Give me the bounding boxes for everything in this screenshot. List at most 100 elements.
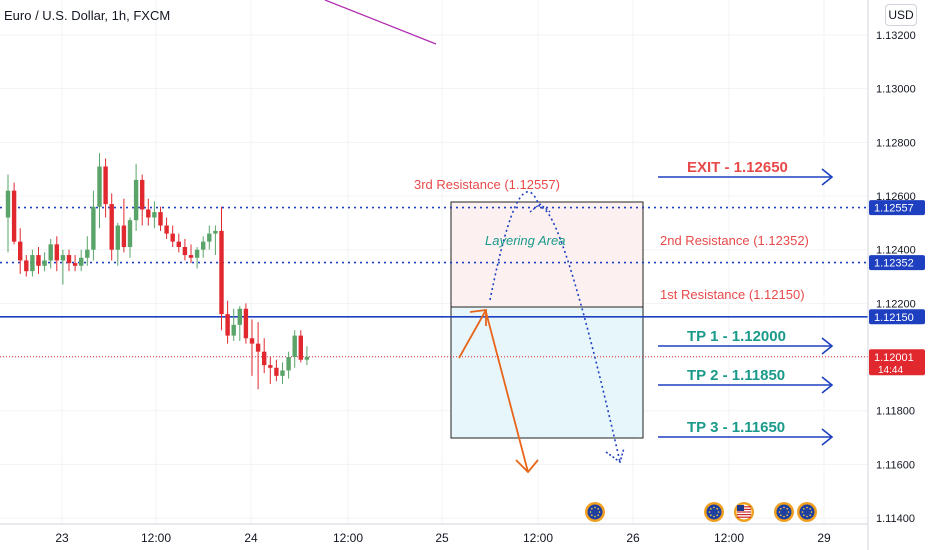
eu-flag-icon[interactable] — [704, 502, 724, 522]
candle-body — [103, 166, 108, 205]
candle-body — [304, 356, 310, 360]
candle-body — [249, 338, 255, 344]
candle-body — [127, 220, 133, 248]
eu-flag-icon[interactable] — [774, 502, 794, 522]
candlestick-series — [5, 153, 310, 390]
candle-body — [72, 263, 78, 266]
orange-up-arrowhead — [469, 308, 487, 326]
candle-body — [42, 260, 47, 266]
price-tick-label: 1.13000 — [876, 84, 916, 96]
candle-body — [115, 225, 120, 250]
currency-button[interactable]: USD — [885, 4, 917, 26]
candle-body — [292, 335, 297, 358]
candle-body — [152, 212, 157, 218]
time-tick-label: 25 — [435, 531, 449, 545]
candle-body — [213, 230, 218, 234]
candle-body — [36, 255, 41, 266]
layering-area-box — [450, 201, 644, 308]
take-profit-box — [450, 306, 644, 439]
price-tag-label: 1.12001 — [874, 352, 914, 364]
candle-body — [243, 308, 249, 339]
candle-body — [79, 257, 84, 266]
orange-down-arrow — [485, 311, 529, 473]
price-tick-label: 1.11600 — [876, 459, 915, 471]
tp3-label: TP 3 - 1.11650 — [687, 419, 785, 436]
candle-body — [158, 212, 163, 226]
time-tick-label: 29 — [817, 531, 831, 545]
candle-body — [164, 225, 169, 234]
price-tag-label: 1.12352 — [874, 258, 914, 270]
candle-body — [97, 166, 102, 207]
candle-body — [146, 209, 151, 218]
orange-up-arrow — [458, 309, 487, 359]
time-axis[interactable]: 23 12:00 24 12:00 25 12:00 26 12:00 29 — [55, 531, 831, 545]
tp2-arrow — [658, 376, 834, 394]
candle-body — [85, 249, 90, 258]
time-tick-label: 24 — [244, 531, 258, 545]
eu-flag-icon[interactable] — [585, 502, 605, 522]
candle-body — [274, 367, 279, 376]
projected-path-arrowhead — [605, 447, 625, 464]
symbol-title: Euro / U.S. Dollar, 1h, FXCM — [4, 8, 171, 23]
tp1-arrow — [658, 337, 834, 355]
exit-arrow — [658, 168, 834, 186]
candle-countdown: 14:44 — [878, 365, 903, 376]
candle-body — [298, 335, 303, 360]
price-tick-label: 1.12600 — [876, 191, 916, 203]
price-tick-label: 1.12400 — [876, 245, 916, 257]
resistance-2-label: 2nd Resistance (1.12352) — [660, 233, 809, 248]
tp2-label: TP 2 - 1.11850 — [687, 367, 785, 384]
price-tag: 1.12150 — [869, 309, 925, 325]
candle-body — [231, 324, 236, 336]
layering-area-label: Layering Area — [485, 233, 565, 248]
candle-body — [133, 179, 139, 221]
candle-body — [11, 190, 17, 242]
candle-body — [24, 260, 29, 272]
candle-body — [219, 230, 224, 315]
candle-body — [54, 244, 59, 261]
projected-peak-arrowhead — [529, 203, 551, 213]
candle-body — [182, 247, 188, 256]
candle-body — [109, 204, 114, 250]
candle-body — [280, 370, 285, 376]
time-tick-label: 12:00 — [333, 531, 363, 545]
candle-body — [207, 233, 212, 242]
resistance-1-label: 1st Resistance (1.12150) — [660, 287, 805, 302]
resistance-3-label: 3rd Resistance (1.12557) — [414, 177, 560, 192]
tp1-label: TP 1 - 1.12000 — [687, 328, 786, 345]
candle-body — [170, 233, 175, 242]
candle-body — [60, 255, 66, 261]
candle-body — [140, 179, 145, 210]
time-tick-label: 12:00 — [714, 531, 744, 545]
candle-body — [66, 255, 72, 264]
candle-body — [91, 206, 96, 250]
candle-body — [18, 241, 23, 261]
candle-body — [268, 365, 273, 368]
price-tick-label: 1.12200 — [876, 298, 916, 310]
price-tick-label: 1.13200 — [876, 30, 916, 42]
us-flag-icon[interactable] — [734, 502, 754, 522]
time-tick-label: 12:00 — [141, 531, 171, 545]
price-axis[interactable]: 1.13200 1.13000 1.12800 1.12600 1.12400 1.122… — [876, 30, 916, 525]
price-tag-label: 1.12557 — [874, 203, 914, 215]
time-tick-label: 12:00 — [523, 531, 553, 545]
tp3-arrow — [658, 428, 834, 446]
candle-body — [286, 357, 291, 371]
candle-body — [48, 244, 53, 261]
orange-down-arrowhead — [515, 459, 539, 474]
candle-body — [121, 225, 127, 248]
candle-body — [176, 241, 181, 248]
candle-body — [188, 255, 194, 258]
eu-flag-icon[interactable] — [797, 502, 817, 522]
purple-trendline — [324, 0, 437, 45]
candle-body — [225, 314, 230, 336]
time-tick-label: 26 — [626, 531, 640, 545]
candle-body — [201, 241, 206, 250]
candle-body — [262, 351, 267, 366]
price-tick-label: 1.11400 — [876, 513, 915, 525]
exit-label: EXIT - 1.12650 — [687, 159, 788, 176]
candle-body — [255, 343, 261, 352]
